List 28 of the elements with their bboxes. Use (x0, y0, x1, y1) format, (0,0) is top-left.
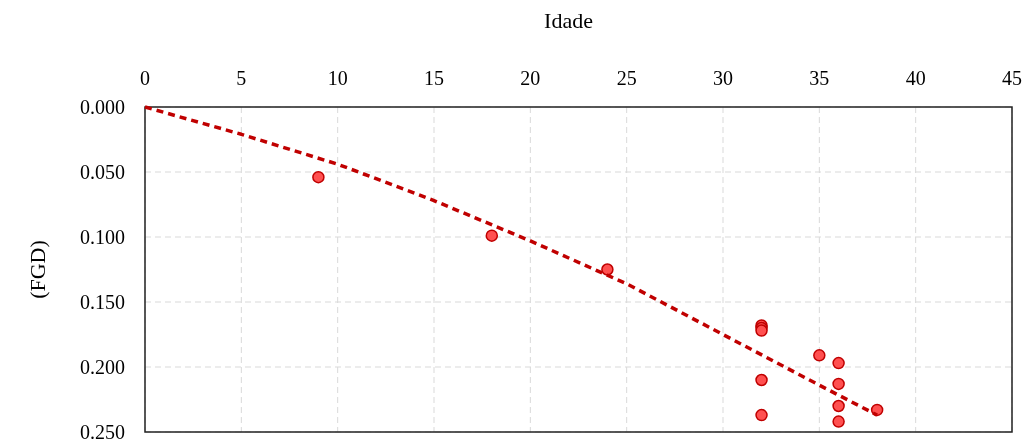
point (312, 170, 325, 184)
y-tick-label: 0.100 (80, 226, 125, 248)
x-tick-label: 35 (809, 67, 830, 89)
x-axis-title: Idade (544, 8, 593, 33)
point (832, 377, 845, 391)
x-tick-label: 15 (424, 67, 444, 89)
x-tick-label: 5 (236, 67, 247, 89)
point (832, 356, 845, 370)
y-tick-label: 0.000 (80, 96, 125, 118)
point (813, 349, 826, 362)
point (832, 399, 845, 413)
x-tick-label: 0 (140, 67, 150, 89)
x-tick-label: 40 (905, 67, 926, 89)
y-tick-label: 0.200 (80, 356, 125, 378)
x-tick-label: 20 (520, 67, 541, 89)
x-tick-label: 30 (713, 67, 733, 89)
x-tick-label: 45 (1002, 67, 1022, 89)
y-tick-label: 0.150 (80, 291, 125, 313)
y-tick-label: 0.250 (80, 421, 125, 443)
y-tick-label: 0.050 (80, 161, 125, 183)
point (832, 415, 845, 428)
y-axis-title: (FGD) (25, 240, 50, 299)
x-tick-label: 25 (616, 67, 637, 89)
x-tick-label: 10 (327, 67, 348, 89)
point (485, 229, 499, 242)
point (755, 373, 768, 387)
point (601, 263, 614, 276)
point (755, 408, 768, 422)
